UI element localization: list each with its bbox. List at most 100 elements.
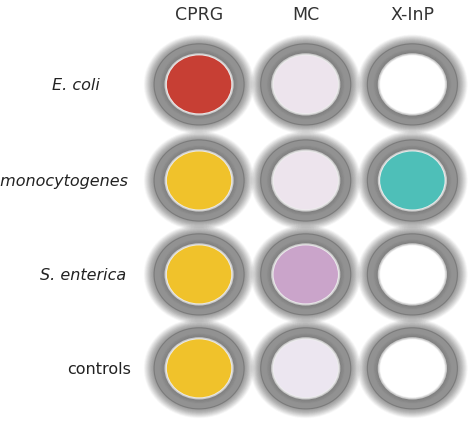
Circle shape: [154, 140, 245, 222]
Circle shape: [365, 139, 459, 223]
Circle shape: [153, 139, 246, 223]
Circle shape: [151, 138, 247, 224]
Text: controls: controls: [68, 361, 131, 376]
Circle shape: [152, 233, 246, 317]
Text: X-InP: X-InP: [391, 6, 434, 24]
Circle shape: [365, 138, 460, 224]
Circle shape: [366, 327, 458, 410]
Circle shape: [273, 152, 338, 210]
Circle shape: [151, 42, 247, 128]
Circle shape: [152, 43, 246, 128]
Circle shape: [151, 138, 247, 225]
Circle shape: [261, 328, 351, 409]
Text: L. monocytogenes: L. monocytogenes: [0, 173, 128, 189]
Circle shape: [258, 138, 353, 224]
Circle shape: [261, 328, 351, 409]
Circle shape: [153, 140, 245, 222]
Circle shape: [153, 327, 245, 410]
Circle shape: [366, 44, 458, 127]
Circle shape: [258, 42, 354, 128]
Circle shape: [260, 328, 351, 409]
Circle shape: [152, 43, 246, 127]
Circle shape: [154, 141, 244, 222]
Circle shape: [258, 138, 353, 224]
Circle shape: [365, 232, 460, 317]
Circle shape: [367, 328, 458, 409]
Circle shape: [367, 141, 457, 222]
Circle shape: [258, 326, 353, 411]
Circle shape: [154, 45, 244, 126]
Circle shape: [380, 56, 445, 114]
Circle shape: [258, 326, 353, 411]
Circle shape: [154, 234, 244, 315]
Circle shape: [261, 45, 351, 126]
Circle shape: [259, 139, 353, 223]
Circle shape: [153, 44, 245, 127]
Circle shape: [273, 56, 338, 114]
Circle shape: [153, 44, 245, 127]
Circle shape: [152, 139, 246, 223]
Circle shape: [378, 244, 447, 306]
Circle shape: [154, 328, 245, 409]
Circle shape: [258, 232, 353, 317]
Circle shape: [365, 326, 460, 411]
Circle shape: [365, 232, 460, 318]
Circle shape: [261, 234, 351, 315]
Circle shape: [260, 140, 352, 222]
Circle shape: [260, 233, 352, 316]
Circle shape: [367, 45, 457, 126]
Circle shape: [167, 56, 231, 114]
Circle shape: [164, 150, 234, 212]
Text: CPRG: CPRG: [175, 6, 223, 24]
Circle shape: [365, 42, 460, 128]
Circle shape: [153, 43, 246, 127]
Circle shape: [364, 325, 461, 412]
Circle shape: [367, 234, 458, 316]
Circle shape: [152, 326, 246, 411]
Circle shape: [367, 328, 457, 409]
Circle shape: [152, 43, 246, 128]
Circle shape: [151, 325, 247, 412]
Circle shape: [154, 45, 244, 126]
Circle shape: [153, 233, 245, 316]
Circle shape: [366, 140, 458, 222]
Circle shape: [150, 41, 248, 129]
Circle shape: [257, 42, 354, 129]
Circle shape: [364, 137, 461, 225]
Circle shape: [154, 44, 245, 126]
Circle shape: [271, 54, 340, 116]
Circle shape: [259, 233, 353, 317]
Circle shape: [367, 328, 457, 409]
Circle shape: [258, 138, 354, 224]
Circle shape: [367, 45, 457, 126]
Circle shape: [365, 325, 460, 412]
Circle shape: [153, 140, 245, 222]
Circle shape: [365, 233, 459, 317]
Circle shape: [153, 327, 245, 410]
Circle shape: [258, 43, 353, 128]
Circle shape: [151, 42, 247, 129]
Circle shape: [366, 327, 458, 410]
Circle shape: [380, 340, 445, 397]
Circle shape: [366, 139, 459, 223]
Circle shape: [164, 54, 234, 116]
Circle shape: [151, 325, 247, 412]
Circle shape: [366, 233, 459, 317]
Circle shape: [154, 328, 244, 409]
Circle shape: [259, 233, 352, 317]
Circle shape: [152, 138, 246, 224]
Circle shape: [366, 233, 458, 316]
Circle shape: [273, 246, 338, 304]
Circle shape: [152, 138, 246, 224]
Circle shape: [260, 44, 351, 126]
Circle shape: [364, 138, 461, 225]
Circle shape: [257, 231, 354, 318]
Circle shape: [366, 140, 458, 222]
Circle shape: [150, 325, 248, 412]
Circle shape: [257, 137, 355, 225]
Circle shape: [367, 141, 457, 222]
Circle shape: [259, 139, 352, 223]
Circle shape: [380, 152, 445, 210]
Circle shape: [164, 337, 234, 400]
Circle shape: [378, 54, 447, 116]
